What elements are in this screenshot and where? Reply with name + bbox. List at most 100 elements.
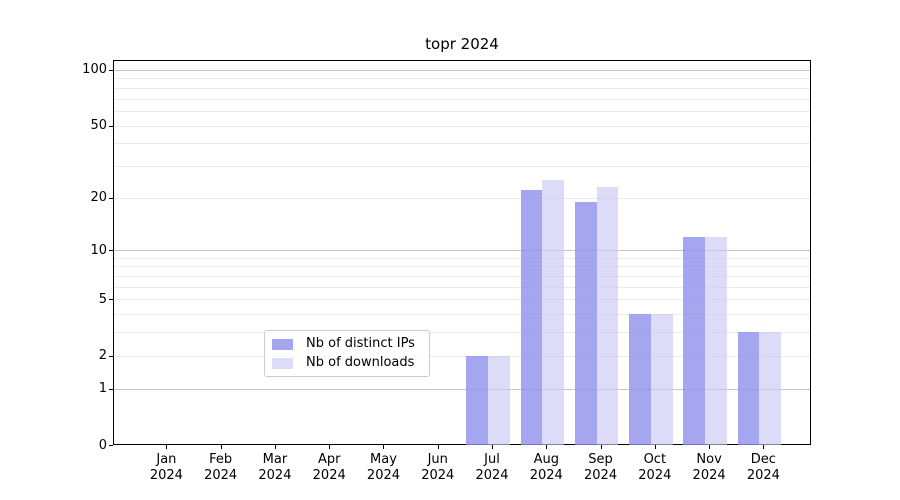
x-tick: [437, 445, 439, 449]
x-tick-label: Dec 2024: [723, 452, 803, 483]
x-tick-year: 2024: [529, 467, 563, 483]
minor-gridline: [114, 276, 810, 278]
bar-nb-of-downloads-sep: [596, 186, 619, 445]
minor-gridline: [114, 110, 810, 112]
x-tick: [492, 445, 494, 449]
bar-nb-of-downloads-dec: [759, 332, 782, 445]
x-tick-month: Apr: [317, 452, 341, 467]
minor-gridline: [114, 143, 810, 145]
x-tick-label: May 2024: [343, 452, 423, 483]
minor-gridline: [114, 125, 810, 127]
x-tick-label: Nov 2024: [669, 452, 749, 483]
major-gridline: [114, 250, 810, 252]
x-tick: [383, 445, 385, 449]
x-tick-month: Mar: [262, 452, 288, 467]
legend-label: Nb of downloads: [306, 355, 415, 370]
minor-gridline: [114, 286, 810, 288]
x-tick-label: Jul 2024: [452, 452, 532, 483]
x-tick-year: 2024: [258, 467, 292, 483]
minor-gridline: [114, 314, 810, 316]
x-tick-year: 2024: [204, 467, 238, 483]
minor-gridline: [114, 87, 810, 89]
x-tick: [329, 445, 331, 449]
legend-swatch: [272, 338, 293, 350]
y-tick: [109, 299, 113, 301]
minor-gridline: [114, 299, 810, 301]
minor-gridline: [114, 332, 810, 334]
bar-nb-of-distinct-ips-aug: [520, 190, 543, 445]
x-tick: [166, 445, 168, 449]
minor-gridline: [114, 257, 810, 259]
bar-nb-of-distinct-ips-jul: [466, 355, 488, 445]
y-tick-label: 100: [82, 62, 107, 78]
x-tick-month: Dec: [750, 452, 776, 467]
x-tick-label: Mar 2024: [235, 452, 315, 483]
x-tick-month: Aug: [533, 452, 559, 467]
minor-gridline: [114, 355, 810, 357]
y-tick: [109, 197, 113, 199]
legend-swatch: [272, 357, 293, 369]
x-tick-label: Feb 2024: [181, 452, 261, 483]
x-tick-year: 2024: [692, 467, 726, 483]
chart-title: topr 2024: [425, 35, 499, 53]
x-tick-month: May: [370, 452, 397, 467]
minor-gridline: [114, 165, 810, 167]
x-tick: [763, 445, 765, 449]
minor-gridline: [114, 266, 810, 268]
legend-item: Nb of downloads: [272, 355, 422, 371]
y-tick-label: 2: [98, 348, 107, 364]
legend-item: Nb of distinct IPs: [272, 336, 422, 352]
x-tick-month: Jun: [427, 452, 448, 467]
y-tick-label: 1: [98, 381, 107, 397]
bar-nb-of-distinct-ips-dec: [737, 332, 760, 445]
bar-nb-of-downloads-nov: [705, 236, 727, 445]
x-tick-label: Jun 2024: [398, 452, 478, 483]
legend: Nb of distinct IPs Nb of downloads: [264, 330, 430, 377]
plot-area: 0 1 2 5 10 20 50 100 Jan 2024 Feb 2024 Mar 2024 Apr 202…: [82, 60, 811, 483]
minor-gridline: [114, 98, 810, 100]
x-tick-year: 2024: [421, 467, 455, 483]
y-tick: [109, 388, 113, 390]
x-tick-month: Oct: [643, 452, 667, 467]
minor-gridline: [114, 197, 810, 199]
y-tick: [109, 125, 113, 127]
x-tick: [654, 445, 656, 449]
y-tick-label: 0: [98, 437, 107, 453]
minor-gridline: [114, 78, 810, 80]
x-tick-month: Feb: [209, 452, 233, 467]
legend-label: Nb of distinct IPs: [306, 336, 415, 351]
x-tick-year: 2024: [149, 467, 183, 483]
x-tick: [274, 445, 276, 449]
y-tick: [109, 250, 113, 252]
x-tick-year: 2024: [746, 467, 780, 483]
x-tick-label: Jan 2024: [126, 452, 206, 483]
y-tick-label: 10: [90, 242, 107, 258]
x-tick-year: 2024: [366, 467, 401, 483]
y-tick: [109, 355, 113, 357]
bar-nb-of-downloads-oct: [650, 314, 673, 445]
y-tick: [109, 69, 113, 71]
x-tick-month: Sep: [588, 452, 613, 467]
bar-nb-of-distinct-ips-nov: [683, 236, 706, 445]
x-tick-label: Apr 2024: [289, 452, 369, 483]
x-tick-label: Aug 2024: [506, 452, 586, 483]
bar-nb-of-downloads-jul: [488, 355, 510, 445]
x-tick-label: Sep 2024: [561, 452, 641, 483]
y-tick: [109, 445, 113, 446]
x-tick: [546, 445, 548, 449]
x-tick-year: 2024: [638, 467, 672, 483]
y-tick-label: 5: [98, 291, 107, 307]
major-gridline: [114, 69, 810, 71]
x-tick-month: Jan: [156, 452, 177, 467]
x-tick-month: Jul: [484, 452, 500, 467]
x-tick-year: 2024: [584, 467, 618, 483]
y-tick-label: 50: [90, 118, 107, 133]
bar-nb-of-downloads-aug: [542, 180, 564, 445]
x-tick: [220, 445, 222, 449]
bar-nb-of-distinct-ips-sep: [574, 201, 597, 445]
y-tick-label: 20: [90, 190, 107, 206]
x-tick: [600, 445, 602, 449]
major-gridline: [114, 388, 810, 390]
x-tick-month: Nov: [696, 452, 722, 467]
